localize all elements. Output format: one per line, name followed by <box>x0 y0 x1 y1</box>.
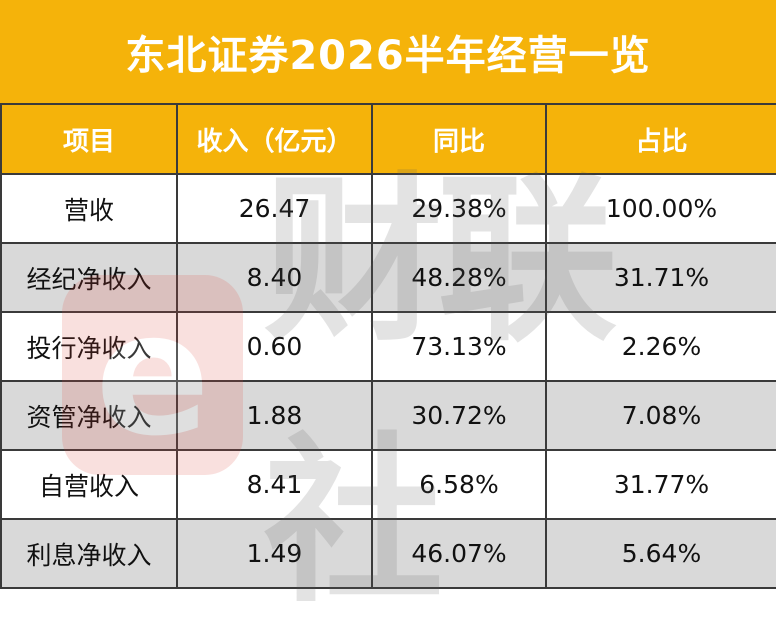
share-cell: 100.00% <box>545 173 776 244</box>
row-label: 经纪净收入 <box>0 242 178 313</box>
yoy-cell: 30.72% <box>371 380 547 451</box>
revenue-cell: 0.60 <box>176 311 373 382</box>
share-cell: 31.71% <box>545 242 776 313</box>
yoy-cell: 29.38% <box>371 173 547 244</box>
table-row: 投行净收入 0.60 73.13% 2.26% <box>0 311 776 382</box>
operations-table: 项目 收入（亿元） 同比 占比 营收 26.47 29.38% 100.00% … <box>0 103 776 589</box>
share-cell: 7.08% <box>545 380 776 451</box>
share-cell: 5.64% <box>545 518 776 589</box>
revenue-cell: 8.40 <box>176 242 373 313</box>
revenue-cell: 1.49 <box>176 518 373 589</box>
row-label: 利息净收入 <box>0 518 178 589</box>
yoy-cell: 48.28% <box>371 242 547 313</box>
table-row: 营收 26.47 29.38% 100.00% <box>0 173 776 244</box>
column-header-yoy: 同比 <box>371 103 547 175</box>
revenue-cell: 26.47 <box>176 173 373 244</box>
column-header-revenue: 收入（亿元） <box>176 103 373 175</box>
page-title: 东北证券2026半年经营一览 <box>0 0 776 103</box>
table-row: 自营收入 8.41 6.58% 31.77% <box>0 449 776 520</box>
row-label: 资管净收入 <box>0 380 178 451</box>
yoy-cell: 46.07% <box>371 518 547 589</box>
row-label: 投行净收入 <box>0 311 178 382</box>
row-label: 营收 <box>0 173 178 244</box>
share-cell: 2.26% <box>545 311 776 382</box>
row-label: 自营收入 <box>0 449 178 520</box>
revenue-cell: 8.41 <box>176 449 373 520</box>
table-row: 利息净收入 1.49 46.07% 5.64% <box>0 518 776 589</box>
share-cell: 31.77% <box>545 449 776 520</box>
header-row: 项目 收入（亿元） 同比 占比 <box>0 103 776 175</box>
yoy-cell: 73.13% <box>371 311 547 382</box>
table-row: 资管净收入 1.88 30.72% 7.08% <box>0 380 776 451</box>
column-header-share: 占比 <box>545 103 776 175</box>
revenue-cell: 1.88 <box>176 380 373 451</box>
table-row: 经纪净收入 8.40 48.28% 31.71% <box>0 242 776 313</box>
column-header-item: 项目 <box>0 103 178 175</box>
yoy-cell: 6.58% <box>371 449 547 520</box>
